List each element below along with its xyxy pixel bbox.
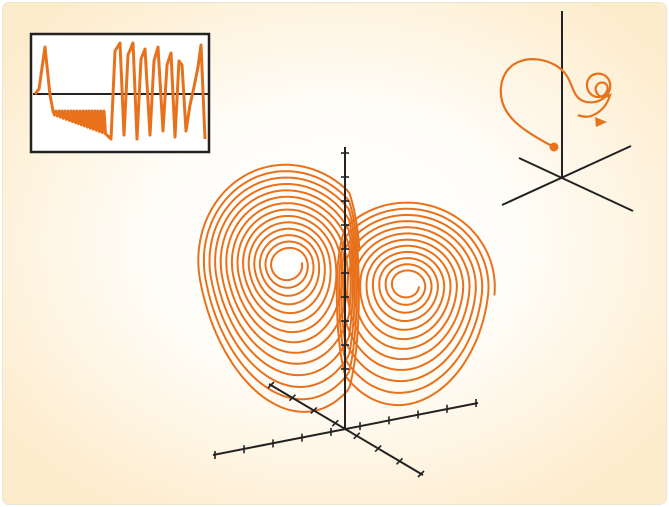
- depth-axis: [268, 383, 424, 476]
- corner-trajectory: [499, 11, 634, 212]
- depth-axis-tick: [288, 394, 296, 402]
- corner-horizontal-axis: [501, 145, 632, 206]
- time-series-inset: [29, 32, 211, 154]
- right-wing-spiral: [335, 201, 496, 407]
- spiral-trajectory: [499, 58, 612, 148]
- depth-axis-tick: [310, 406, 318, 414]
- depth-axis-tick: [353, 432, 361, 440]
- illustration-canvas: [29, 11, 634, 478]
- trajectory-arrowhead: [595, 117, 607, 127]
- time-series-waveform: [33, 41, 207, 141]
- left-wing-spiral: [197, 163, 361, 413]
- depth-axis-tick: [417, 470, 425, 478]
- depth-axis-tick: [331, 419, 339, 427]
- lorenz-illustration: [3, 3, 666, 504]
- main-3d-axes: [212, 147, 479, 478]
- corner-depth-axis: [518, 157, 634, 212]
- butterfly-attractor: [197, 163, 496, 413]
- depth-axis-tick: [267, 381, 275, 389]
- depth-axis-tick: [374, 445, 382, 453]
- depth-axis-tick: [396, 457, 404, 465]
- trajectory-start-dot: [549, 142, 559, 152]
